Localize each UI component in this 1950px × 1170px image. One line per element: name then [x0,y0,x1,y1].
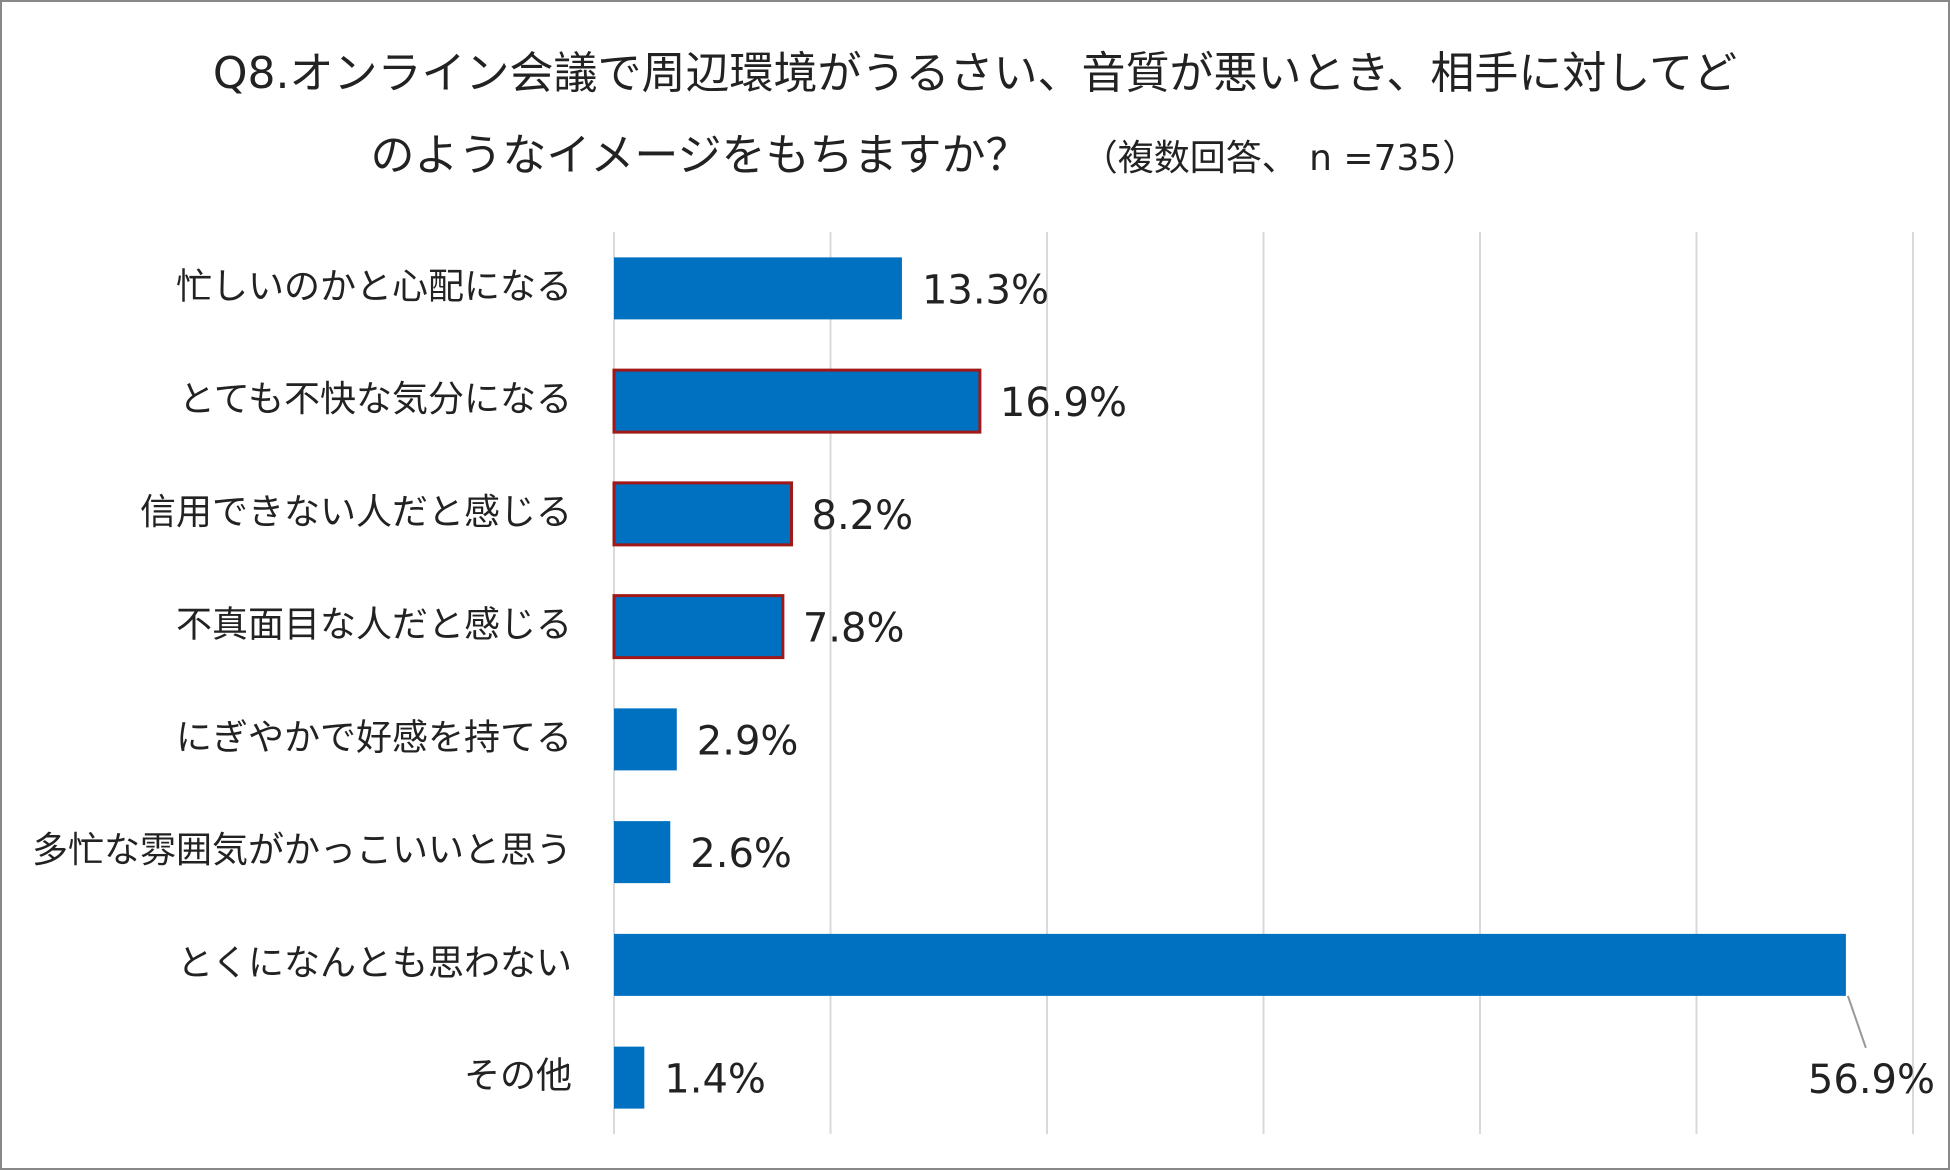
bar [614,821,671,884]
bar [614,708,677,771]
bar [612,481,794,547]
leader-line [1846,995,1867,1049]
value-label: 13.3% [922,267,1049,313]
y-tick-label: とても不快な気分になる [179,379,572,420]
chart-title: のようなイメージをもちますか？ [370,130,1029,181]
bar [614,257,902,320]
bar [614,1046,645,1109]
bar [612,594,785,660]
value-label: 56.9% [1808,1057,1935,1103]
value-label: 2.6% [690,831,792,877]
value-label: 16.9% [1000,380,1127,426]
value-label: 2.9% [697,718,799,764]
y-tick-label: 多忙な雰囲気がかっこいいと思う [32,830,572,871]
y-tick-label: とくになんとも思わない [177,943,572,984]
y-tick-label: その他 [464,1056,572,1097]
bar [612,368,982,434]
value-label: 7.8% [803,606,905,652]
bar [614,933,1846,996]
y-tick-label: 信用できない人だと感じる [140,492,572,533]
value-label: 1.4% [664,1057,766,1103]
chart-title: Q8.オンライン会議で周辺環境がうるさい、音質が悪いとき、相手に対してど [213,48,1737,99]
y-tick-label: 忙しいのかと心配になる [176,266,572,307]
value-label: 8.2% [812,493,914,539]
y-tick-label: 不真面目な人だと感じる [176,605,572,646]
chart-subtitle: （複数回答、 n =735） [1082,138,1479,179]
y-tick-label: にぎやかで好感を持てる [176,717,572,758]
